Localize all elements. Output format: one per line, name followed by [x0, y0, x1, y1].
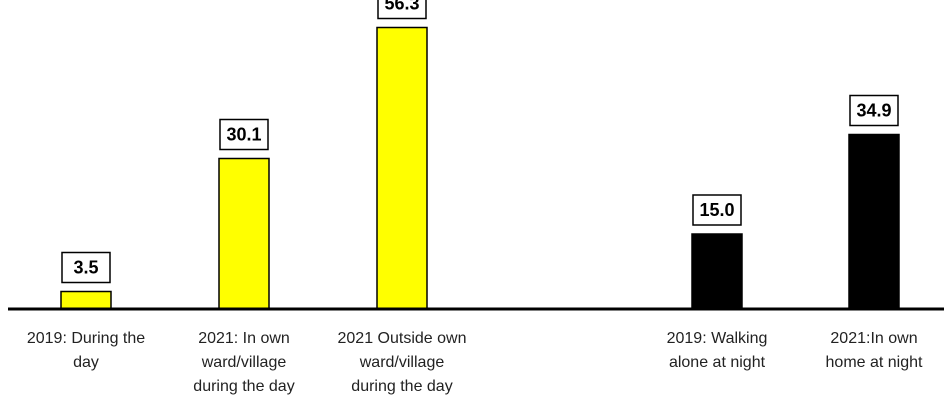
category-label-line: 2019: During the	[27, 330, 145, 347]
category-label-line: 2021: In own	[198, 330, 290, 347]
bar-1	[60, 290, 112, 310]
category-label-line: 2021:In own	[830, 330, 917, 347]
category-label-4: 2019: Walking alone at night	[667, 330, 768, 371]
value-label-box-1	[61, 251, 111, 284]
category-label-line: ward/village	[359, 354, 445, 371]
category-label-line: 2019: Walking	[667, 330, 768, 347]
value-label-2: 30.1	[226, 125, 261, 145]
category-label-5: 2021:In own home at night	[826, 330, 924, 371]
value-label-box-4	[692, 194, 742, 226]
value-label-1: 3.5	[73, 258, 98, 278]
value-label-box-3	[377, 0, 427, 20]
value-label-3: 56.3	[384, 0, 419, 14]
category-label-line: day	[73, 354, 99, 371]
category-label-line: during the day	[351, 378, 452, 395]
bar-2	[218, 157, 270, 310]
bar-3	[376, 26, 428, 310]
category-label-line: during the day	[193, 378, 294, 395]
category-label-line: alone at night	[669, 354, 766, 371]
category-label-3: 2021 Outside own ward/village during the d…	[338, 330, 467, 395]
bar-4	[691, 233, 743, 310]
category-labels-group: 2019: During the day 2021: In own ward/vill…	[27, 330, 923, 395]
bars-group	[60, 26, 900, 310]
value-label-box-5	[849, 94, 899, 127]
value-label-4: 15.0	[699, 200, 734, 220]
category-label-line: 2021 Outside own	[338, 330, 467, 347]
value-label-box-2	[219, 118, 269, 151]
bar-5	[848, 133, 900, 310]
category-label-2: 2021: In own ward/village during the day	[193, 330, 294, 395]
value-labels-group: 3.5 30.1 56.3 15.0 34.9	[61, 0, 899, 284]
category-label-line: ward/village	[201, 354, 287, 371]
value-label-5: 34.9	[856, 101, 891, 121]
category-label-line: home at night	[826, 354, 924, 371]
category-label-1: 2019: During the day	[27, 330, 145, 371]
